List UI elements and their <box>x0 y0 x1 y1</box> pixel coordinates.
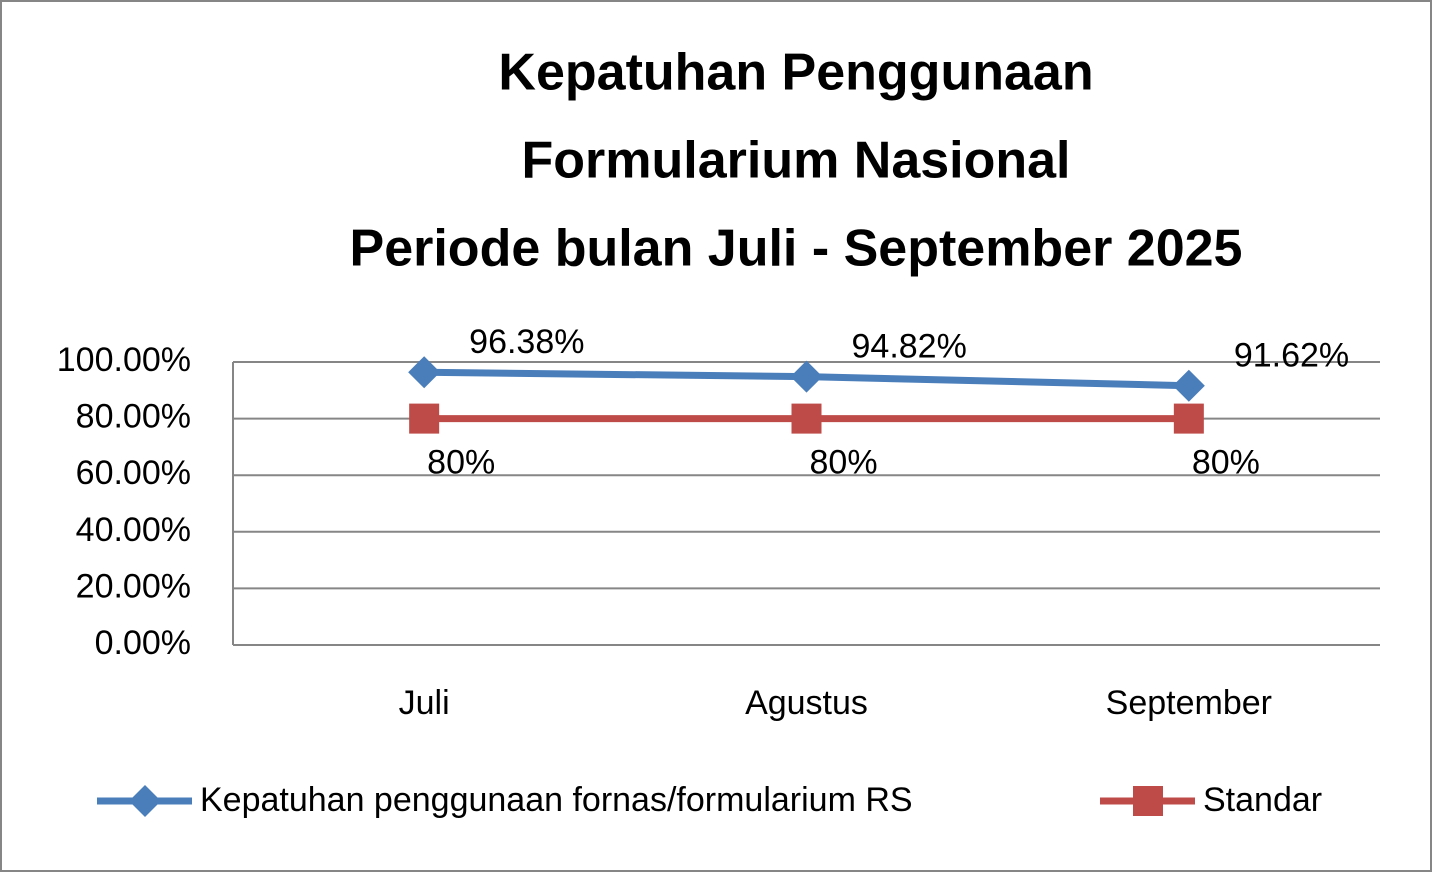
data-label: 94.82% <box>852 328 967 366</box>
data-label: 80% <box>1192 444 1260 482</box>
data-label: 80% <box>810 444 878 482</box>
marker <box>409 403 440 434</box>
y-tick-label: 100.00% <box>57 341 191 379</box>
chart-title: Periode bulan Juli - September 2025 <box>350 220 1243 278</box>
y-tick-label: 20.00% <box>76 567 191 605</box>
marker <box>790 360 823 393</box>
chart-title: Kepatuhan Penggunaan <box>498 44 1093 102</box>
y-tick-label: 40.00% <box>76 511 191 549</box>
legend-label: Kepatuhan penggunaan fornas/formularium … <box>200 781 913 819</box>
data-label: 80% <box>427 444 495 482</box>
chart-title: Formularium Nasional <box>522 132 1071 190</box>
marker <box>1172 369 1205 402</box>
marker <box>129 785 161 817</box>
marker <box>1173 403 1204 434</box>
marker <box>1133 786 1163 816</box>
data-label: 91.62% <box>1234 337 1349 375</box>
marker <box>791 403 822 434</box>
y-tick-label: 60.00% <box>76 454 191 492</box>
x-tick-label: Juli <box>399 684 450 722</box>
data-label: 96.38% <box>469 323 584 361</box>
x-tick-label: September <box>1106 684 1272 722</box>
x-tick-label: Agustus <box>745 684 868 722</box>
y-tick-label: 80.00% <box>76 398 191 436</box>
y-tick-label: 0.00% <box>95 624 191 662</box>
marker <box>408 356 441 389</box>
legend-label: Standar <box>1203 781 1322 819</box>
